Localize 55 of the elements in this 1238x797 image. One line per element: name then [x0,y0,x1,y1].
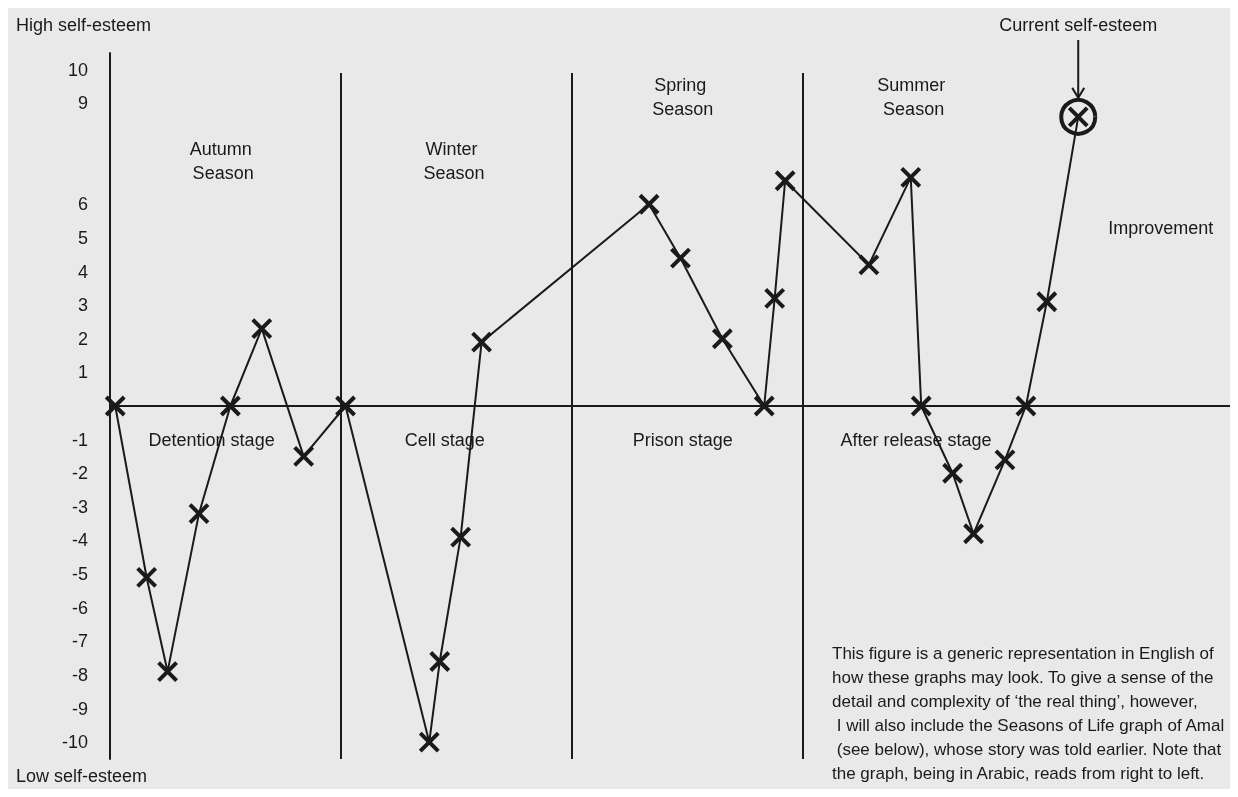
point [449,526,472,549]
y-tick-label: 3 [77,295,88,316]
point [910,395,933,417]
point [669,247,692,270]
annotation: Summer Season [877,74,951,119]
annotation: Improvement [1108,217,1214,238]
y-tick-label: 4 [77,261,88,282]
y-tick-label: -8 [71,664,88,685]
y-tick-label: -2 [71,463,88,484]
y-tick-label: -1 [71,429,88,450]
y-tick-label: -7 [71,631,88,652]
point [418,731,441,754]
point [428,650,451,673]
point [899,166,922,189]
annotation: Autumn Season [189,138,257,183]
y-tick-label: 10 [67,59,88,80]
point [1014,395,1037,417]
point [334,395,357,417]
point [753,395,776,417]
point [638,193,661,216]
point [292,445,315,468]
point [470,331,493,354]
point [857,253,880,276]
point [941,462,964,485]
point [763,287,786,310]
annotation: Winter Season [423,138,485,183]
point [711,327,734,350]
annotation: Spring Season [652,74,714,119]
text: Current self-esteem [999,15,1158,35]
y-tick-label: -6 [71,597,88,618]
text: High self-esteem [16,15,152,35]
annotation: Prison stage [632,429,733,450]
annotation: This figure is a generic representation in English of how these graphs may look. To give a sense of the detail and complexity of ‘the real thing’, however, I will also include the Seasons of Life graph of Amal (see below), whose story was told earlier. Note that the graph, being in Arabic, reads from right to left. [832,643,1227,783]
point [187,502,210,525]
point [135,566,158,589]
point [774,169,797,192]
point [104,395,127,417]
y-tick-label: 6 [77,194,88,215]
y-tick-label: 9 [77,93,88,114]
y-tick-label: -10 [61,732,88,753]
y-tick-label: -5 [71,564,88,585]
point [1059,97,1098,136]
point [1035,290,1058,313]
y-tick-label: 1 [77,362,88,383]
point [156,660,179,683]
y-tick-label: 5 [77,227,88,248]
text: Low self-esteem [16,766,148,786]
point [219,395,242,417]
y-tick-label: -9 [71,698,88,719]
y-tick-label: -3 [71,496,88,517]
point [250,317,273,340]
point [962,522,985,545]
y-tick-label: 2 [77,328,88,349]
point [993,448,1016,471]
y-tick-label: -4 [71,530,88,551]
